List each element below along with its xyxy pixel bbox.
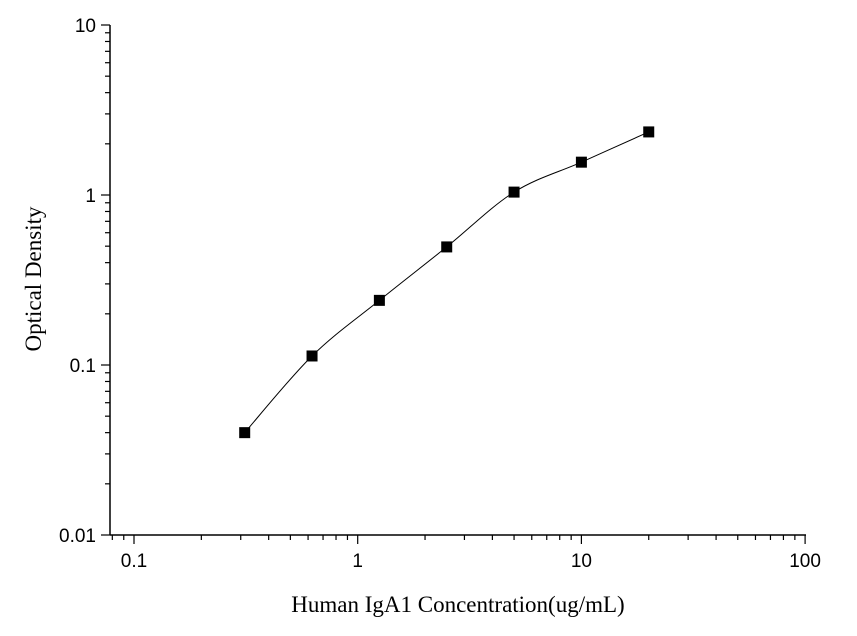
x-tick-label: 100: [789, 551, 821, 572]
data-point: [575, 156, 587, 168]
data-point: [643, 126, 655, 138]
y-ticks: [101, 24, 110, 536]
axes: [109, 25, 806, 536]
fit-curve: [244, 131, 649, 433]
x-ticks: [111, 535, 806, 544]
y-tick-label: 1: [85, 186, 96, 207]
data-point: [508, 186, 520, 198]
y-tick-label: 0.01: [59, 526, 96, 547]
data-point: [373, 294, 385, 306]
x-axis-title: Human IgA1 Concentration(ug/mL): [291, 592, 624, 617]
y-tick-labels: 0.01 0.1 1 10: [59, 16, 96, 547]
y-tick-label: 0.1: [70, 356, 96, 377]
data-point: [239, 427, 251, 439]
data-markers: [239, 126, 655, 439]
data-point: [306, 350, 318, 362]
x-tick-label: 0.1: [121, 551, 147, 572]
y-tick-label: 10: [75, 16, 96, 37]
x-tick-label: 1: [352, 551, 363, 572]
x-tick-labels: 0.1 1 10 100: [121, 551, 821, 572]
x-tick-label: 10: [571, 551, 592, 572]
data-point: [441, 241, 453, 253]
y-axis-title: Optical Density: [21, 206, 46, 351]
